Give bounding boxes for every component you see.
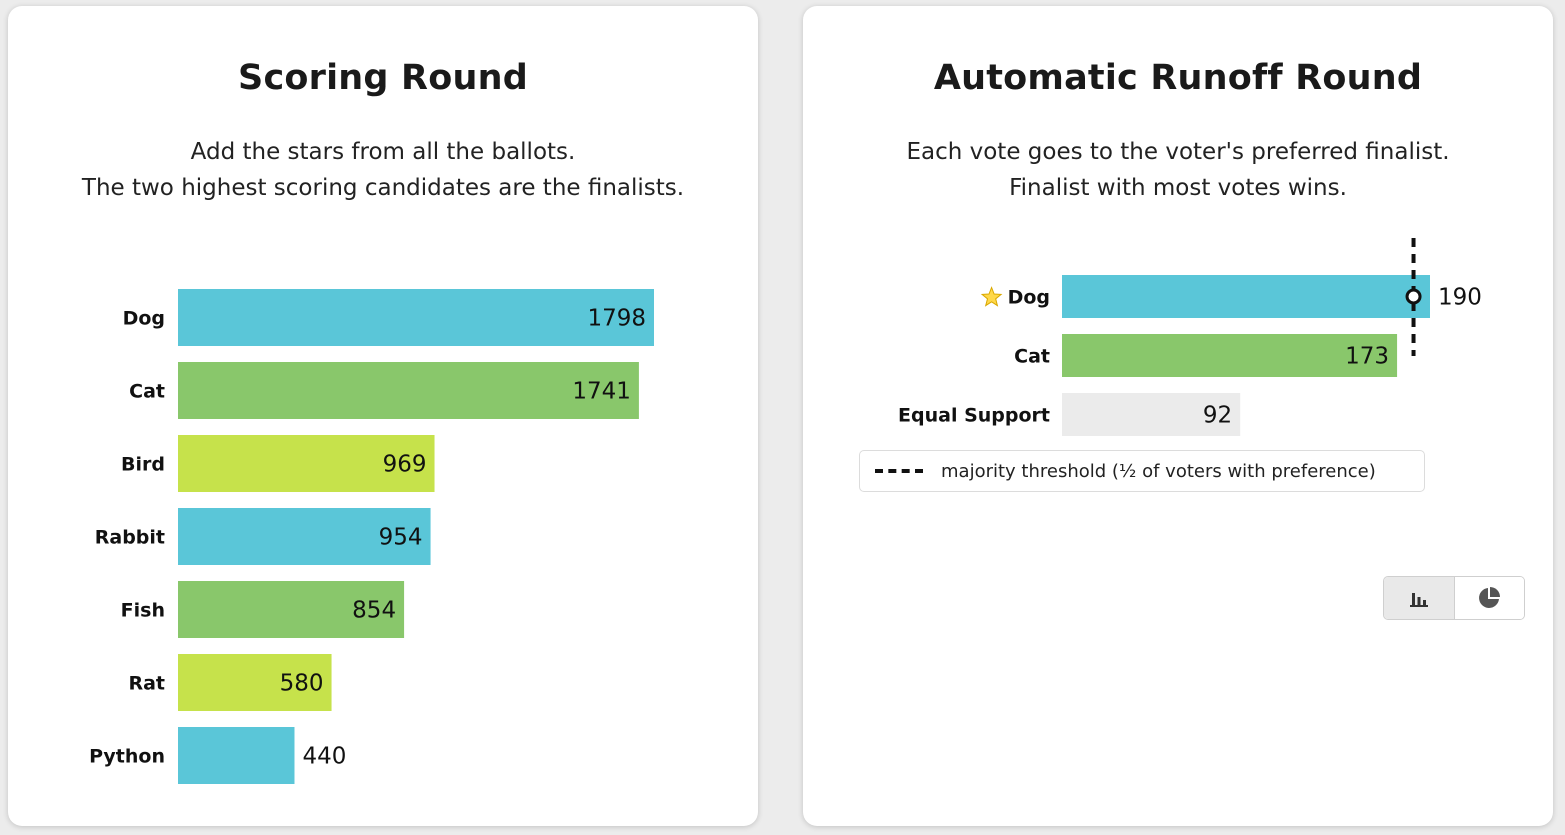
chart-view-toggle: [1383, 576, 1525, 620]
category-label-bird: Bird: [121, 454, 165, 476]
bar-rabbit: [178, 508, 431, 565]
value-label-bird: 969: [383, 452, 427, 478]
star-icon: [980, 286, 1003, 307]
scoring-round-description-line: The two highest scoring candidates are t…: [81, 175, 685, 201]
threshold-marker: [1405, 288, 1422, 305]
category-label-cat: Cat: [1014, 346, 1050, 368]
bar-dog: [1062, 275, 1430, 318]
bar-fish: [178, 581, 405, 638]
runoff-round-description: Each vote goes to the voter's preferred …: [803, 134, 1553, 206]
category-label-cat: Cat: [129, 381, 165, 403]
threshold-legend: majority threshold (½ of voters with pre…: [859, 450, 1425, 492]
runoff-bar-chart: Dog 190 Cat 173 Equal Support 92: [898, 238, 1482, 436]
runoff-round-description-line: Finalist with most votes wins.: [1009, 175, 1347, 201]
bar-rat: [178, 654, 332, 711]
category-label-dog: Dog: [123, 308, 165, 330]
scoring-round-panel: Scoring Round Add the stars from all the…: [8, 6, 758, 826]
category-label-python: Python: [89, 746, 165, 768]
value-label-rat: 580: [280, 671, 324, 697]
value-label-cat: 1741: [572, 379, 631, 405]
value-label-dog: 1798: [587, 306, 646, 332]
bar-chart-view-button[interactable]: [1384, 577, 1455, 619]
bar-python: [178, 727, 295, 784]
bar-cat: [1062, 334, 1398, 377]
dashed-line-icon: [875, 469, 923, 473]
runoff-round-panel: Automatic Runoff Round Each vote goes to…: [803, 6, 1553, 826]
scoring-bar-chart: Dog 1798 Cat 1741 Bird 969 Rabbit 954 Fish 854 Rat…: [89, 289, 654, 784]
value-label-python: 440: [302, 744, 346, 770]
bar-cat: [178, 362, 639, 419]
value-label-rabbit: 954: [379, 525, 423, 551]
value-label-equal-support: 92: [1203, 403, 1232, 429]
category-label-fish: Fish: [121, 600, 165, 622]
value-label-cat: 173: [1345, 344, 1389, 370]
category-label-rat: Rat: [128, 673, 165, 695]
scoring-round-description-line: Add the stars from all the ballots.: [190, 139, 576, 165]
scoring-round-title: Scoring Round: [238, 58, 528, 98]
threshold-legend-label: majority threshold (½ of voters with pre…: [941, 460, 1376, 482]
bar-bird: [178, 435, 435, 492]
bar-chart-icon: [1409, 593, 1428, 607]
value-label-dog: 190: [1438, 285, 1482, 311]
bar-dog: [178, 289, 654, 346]
bar-equal-support: [1062, 393, 1241, 436]
pie-chart-icon: [1479, 587, 1501, 608]
runoff-round-description-line: Each vote goes to the voter's preferred …: [906, 139, 1450, 165]
category-label-dog: Dog: [1008, 287, 1050, 309]
category-label-rabbit: Rabbit: [95, 527, 165, 549]
pie-chart-view-button[interactable]: [1454, 577, 1524, 619]
runoff-round-title: Automatic Runoff Round: [933, 58, 1423, 98]
category-label-equal-support: Equal Support: [898, 405, 1050, 427]
value-label-fish: 854: [352, 598, 396, 624]
scoring-round-description: Add the stars from all the ballots. The …: [8, 134, 758, 206]
